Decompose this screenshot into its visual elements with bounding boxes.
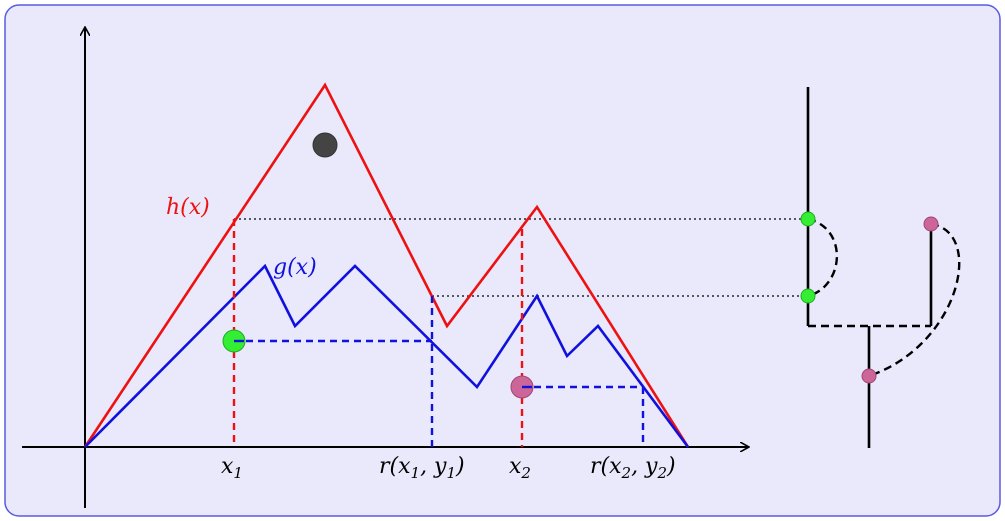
tree-arc-right — [868, 222, 961, 378]
diagram-panel — [4, 4, 1001, 517]
merge-tree — [800, 87, 961, 448]
x1-label: x1 — [221, 454, 243, 482]
h-curve — [83, 82, 690, 448]
h-label: h(x) — [166, 195, 210, 220]
g-label: g(x) — [273, 255, 317, 280]
x2-label: x2 — [509, 454, 531, 482]
r2-label: r(x2, y2) — [590, 454, 676, 482]
dark-point — [312, 132, 338, 158]
tree-green-node-upper — [800, 211, 816, 227]
r1-label: r(x1, y1) — [379, 454, 465, 482]
tree-arc-left — [807, 217, 839, 298]
g-curve — [84, 263, 690, 448]
tree-green-node-lower — [800, 288, 816, 304]
tree-pink-node-upper — [923, 216, 939, 232]
tree-pink-node-lower — [861, 368, 877, 384]
